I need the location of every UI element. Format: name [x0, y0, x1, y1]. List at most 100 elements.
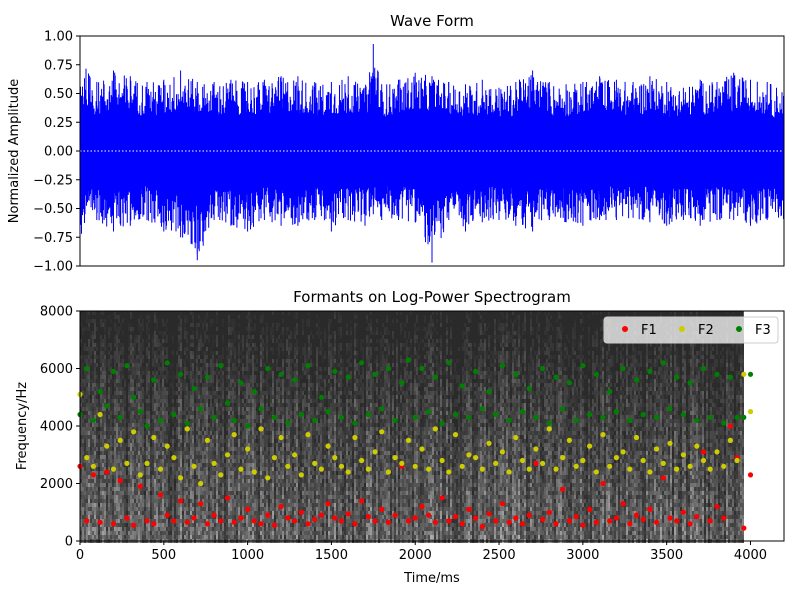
spectrogram-cell — [224, 483, 226, 487]
spectrogram-cell — [236, 447, 238, 451]
spectrogram-cell — [208, 383, 210, 387]
spectrogram-cell — [94, 383, 96, 387]
spectrogram-cell — [272, 327, 274, 331]
spectrogram-cell — [146, 407, 148, 411]
spectrogram-cell — [186, 387, 188, 391]
spectrogram-cell — [188, 395, 190, 399]
spectrogram-cell — [104, 519, 106, 523]
spectrogram-cell — [162, 367, 164, 371]
spectrogram-cell — [102, 339, 104, 343]
spectrogram-cell — [92, 339, 94, 343]
spectrogram-cell — [162, 355, 164, 359]
spectrogram-cell — [208, 535, 210, 539]
spectrogram-cell — [154, 411, 156, 415]
spectrogram-cell — [140, 491, 142, 495]
spectrogram-cell — [164, 395, 166, 399]
spectrogram-cell — [254, 459, 256, 463]
spectrogram-cell — [112, 407, 114, 411]
spectrogram-cell — [94, 331, 96, 335]
spectrogram-cell — [222, 403, 224, 407]
spectrogram-cell — [184, 507, 186, 511]
spectrogram-cell — [104, 391, 106, 395]
spectrogram-cell — [222, 491, 224, 495]
spectrogram-cell — [142, 419, 144, 423]
spectrogram-cell — [144, 459, 146, 463]
spectrogram-cell — [138, 515, 140, 519]
spectrogram-cell — [124, 427, 126, 431]
spectrogram-cell — [122, 319, 124, 323]
spectrogram-cell — [204, 507, 206, 511]
spectrogram-cell — [240, 351, 242, 355]
spectrogram-cell — [246, 351, 248, 355]
spectrogram-cell — [206, 415, 208, 419]
spectrogram-cell — [232, 439, 234, 443]
spectrogram-cell — [180, 343, 182, 347]
spectrogram-cell — [132, 531, 134, 535]
spectrogram-cell — [226, 483, 228, 487]
spectrogram-cell — [134, 447, 136, 451]
spectrogram-cell — [206, 447, 208, 451]
spectrogram-cell — [100, 383, 102, 387]
spectrogram-cell — [232, 375, 234, 379]
spectrogram-cell — [286, 395, 288, 399]
spectrogram-cell — [250, 423, 252, 427]
spectrogram-cell — [260, 471, 262, 475]
spectrogram-cell — [190, 407, 192, 411]
spectrogram-cell — [102, 471, 104, 475]
spectrogram-cell — [156, 363, 158, 367]
spectrogram-cell — [210, 515, 212, 519]
spectrogram-cell — [130, 387, 132, 391]
spectrogram-cell — [148, 355, 150, 359]
spectrogram-cell — [130, 403, 132, 407]
spectrogram-cell — [104, 331, 106, 335]
spectrogram-cell — [176, 471, 178, 475]
spectrogram-cell — [202, 451, 204, 455]
spectrogram-cell — [160, 503, 162, 507]
spectrogram-cell — [134, 511, 136, 515]
spectrogram-cell — [88, 415, 90, 419]
spectrogram-cell — [270, 375, 272, 379]
spectrogram-cell — [176, 519, 178, 523]
spectrogram-cell — [152, 531, 154, 535]
spectrogram-cell — [266, 491, 268, 495]
spectrogram-cell — [224, 515, 226, 519]
spectrogram-cell — [160, 475, 162, 479]
spectrogram-cell — [250, 463, 252, 467]
spectrogram-cell — [242, 479, 244, 483]
spectrogram-cell — [230, 479, 232, 483]
spectrogram-cell — [136, 527, 138, 531]
spectrogram-cell — [82, 367, 84, 371]
spectrogram-cell — [180, 351, 182, 355]
spectrogram-cell — [194, 407, 196, 411]
spectrogram-cell — [160, 447, 162, 451]
spectrogram-cell — [200, 395, 202, 399]
spectrogram-cell — [106, 531, 108, 535]
spectrogram-cell — [116, 327, 118, 331]
spectrogram-cell — [260, 423, 262, 427]
spectrogram-cell — [228, 455, 230, 459]
spectrogram-cell — [240, 475, 242, 479]
spectrogram-cell — [240, 459, 242, 463]
spectrogram-cell — [230, 319, 232, 323]
spectrogram-cell — [210, 475, 212, 479]
spectrogram-cell — [206, 327, 208, 331]
spectrogram-cell — [188, 495, 190, 499]
spectrogram-cell — [86, 531, 88, 535]
spectrogram-cell — [232, 399, 234, 403]
spectrogram-cell — [124, 411, 126, 415]
spectrogram-cell — [172, 451, 174, 455]
spectrogram-cell — [124, 443, 126, 447]
spectrogram-cell — [178, 335, 180, 339]
spectrogram-cell — [84, 503, 86, 507]
spectrogram-cell — [196, 375, 198, 379]
spectrogram-cell — [248, 455, 250, 459]
spectrogram-cell — [118, 431, 120, 435]
spectrogram-cell — [208, 431, 210, 435]
spectrogram-cell — [160, 343, 162, 347]
spectrogram-cell — [236, 483, 238, 487]
spectrogram-cell — [148, 415, 150, 419]
spectrogram-cell — [262, 411, 264, 415]
spectrogram-cell — [134, 507, 136, 511]
spectrogram-cell — [102, 387, 104, 391]
spectrogram-cell — [146, 467, 148, 471]
